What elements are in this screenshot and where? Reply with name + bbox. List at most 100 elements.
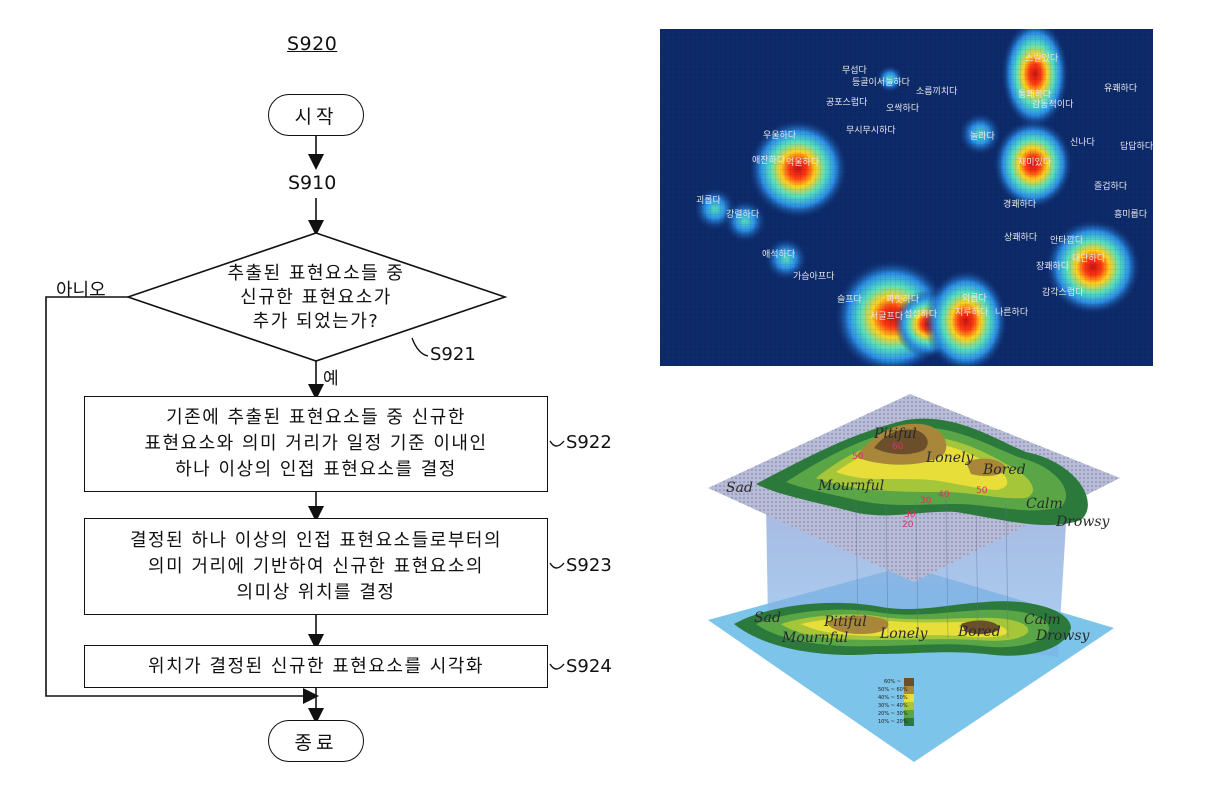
heat-label: 공포스럽다 — [826, 98, 868, 108]
heat-label: 지루하다 — [955, 308, 989, 318]
heat-label: 감각스럽다 — [1042, 288, 1084, 298]
step-s910: S910 — [288, 172, 337, 194]
upper-label: Calm — [1026, 496, 1063, 512]
no-label: 아니오 — [56, 280, 106, 301]
heat-label: 신나다 — [1070, 138, 1095, 148]
process-text-s923: 결정된 하나 이상의 인접 표현요소들로부터의 의미 거리에 기반하여 신규한 … — [129, 529, 503, 603]
contour-number: 20 — [902, 520, 914, 530]
process-box-s922: 기존에 추출된 표현요소들 중 신규한 표현요소와 의미 거리가 일정 기준 이… — [84, 396, 548, 492]
heat-label: 무시무시하다 — [846, 126, 896, 136]
heat-label: 서글프다 — [870, 312, 904, 322]
heat-label: 안타깝다 — [1050, 236, 1084, 246]
heat-label: 답답하다 — [1120, 142, 1153, 152]
start-terminal: 시작 — [268, 94, 364, 136]
lower-label: Drowsy — [1036, 628, 1090, 644]
end-label: 종료 — [294, 731, 338, 754]
heat-label: 강렬하다 — [726, 210, 760, 220]
lower-label: Mournful — [782, 630, 849, 646]
contour-number: 50 — [852, 452, 864, 462]
heat-label: 억울하다 — [786, 158, 820, 168]
heat-label: 짜릿하다 — [886, 295, 920, 305]
heat-label: 소름끼치다 — [916, 87, 958, 97]
leader-s924 — [549, 663, 565, 670]
contour-number: 50 — [976, 486, 988, 496]
step-code-s924: S924 — [566, 656, 612, 677]
legend-swatch — [904, 710, 914, 718]
process-box-s924: 위치가 결정된 신규한 표현요소를 시각화 — [84, 645, 548, 688]
heat-label: 대단하다 — [1072, 254, 1106, 264]
upper-label: Lonely — [926, 450, 974, 466]
heat-label: 장쾌하다 — [1036, 262, 1070, 272]
lower-peak-1 — [826, 615, 889, 634]
lower-label: Sad — [754, 610, 781, 626]
heat-label: 경쾌하다 — [1003, 200, 1037, 210]
start-label: 시작 — [294, 105, 338, 128]
heat-label: 등골이서늘하다 — [852, 78, 910, 88]
process-box-s923: 결정된 하나 이상의 인접 표현요소들로부터의 의미 거리에 기반하여 신규한 … — [84, 518, 548, 615]
emotion-heatmap: 무섭다 통쾌하다 등골이서늘하다 스릴있다 유쾌하다 소름끼치다 감동적이다 공… — [660, 29, 1153, 366]
end-terminal: 종료 — [268, 720, 364, 762]
process-text-s922: 기존에 추출된 표현요소들 중 신규한 표현요소와 의미 거리가 일정 기준 이… — [144, 407, 488, 480]
legend-swatch — [904, 702, 914, 710]
lower-label: Bored — [958, 624, 1001, 640]
heat-label: 상쾌하다 — [1004, 233, 1038, 243]
upper-label: Bored — [983, 462, 1026, 478]
legend-label: 30% ~ 40% — [878, 703, 908, 709]
heat-label: 무섭다 — [842, 66, 867, 76]
legend-label: 40% ~ 50% — [878, 695, 908, 701]
upper-label: Pitiful — [874, 426, 917, 442]
lower-label: Lonely — [880, 626, 928, 642]
heat-label: 스릴있다 — [1025, 54, 1059, 64]
emotion-map-svg — [708, 394, 1120, 762]
upper-label: Sad — [726, 480, 753, 496]
upper-label: Drowsy — [1056, 514, 1110, 530]
heat-label: 애잔하다 — [752, 156, 786, 166]
arrow-no-branch — [45, 296, 319, 704]
heat-label: 슬프다 — [837, 295, 862, 305]
emotion-3d-map: Pitiful Lonely Bored Sad Mournful Calm D… — [706, 392, 1120, 764]
lower-label: Calm — [1024, 612, 1061, 628]
contour-number: 30 — [904, 510, 916, 520]
flowchart-connectors — [45, 135, 565, 724]
decision-code: S921 — [430, 344, 476, 365]
step-code-s922: S922 — [566, 432, 612, 453]
heat-label: 가슴아프다 — [793, 272, 835, 282]
contour-number: 30 — [920, 496, 932, 506]
heat-label: 우울하다 — [763, 131, 797, 141]
upper-label: Mournful — [818, 478, 885, 494]
contour-number: 40 — [938, 490, 950, 500]
contour-number: 60 — [892, 442, 904, 452]
heat-label: 섭섭하다 — [904, 310, 938, 320]
legend-label: 60% ~ — [884, 679, 901, 685]
legend-swatch — [904, 678, 914, 686]
legend-swatch — [904, 718, 914, 726]
legend-label: 20% ~ 30% — [878, 711, 908, 717]
yes-label: 예 — [323, 369, 339, 389]
leader-s923 — [549, 562, 565, 569]
legend-swatch — [904, 694, 914, 702]
lower-label: Pitiful — [824, 614, 867, 630]
flowchart-title: S920 — [287, 33, 338, 55]
heat-label: 통쾌하다 — [1018, 90, 1052, 100]
upper-peak-3 — [966, 458, 1006, 476]
leader-s921 — [411, 337, 429, 357]
legend-swatch — [904, 686, 914, 694]
legend-label: 10% ~ 20% — [878, 719, 908, 725]
heat-label: 흥미롭다 — [1114, 210, 1148, 220]
heat-label: 애석하다 — [762, 250, 796, 260]
legend-label: 50% ~ 60% — [878, 687, 908, 693]
heatmap-grid — [660, 29, 1153, 366]
heat-label: 나른하다 — [995, 308, 1029, 318]
process-text-s924: 위치가 결정된 신규한 표현요소를 시각화 — [148, 655, 484, 677]
step-code-s923: S923 — [566, 555, 612, 576]
decision-text: 추출된 표현요소들 중 신규한 표현요소가 추가 되었는가? — [227, 263, 405, 332]
lower-peak-2 — [961, 620, 1000, 635]
heat-label: 오싹하다 — [886, 104, 920, 114]
heat-label: 놀라다 — [970, 132, 995, 142]
heat-label: 외롭다 — [962, 294, 987, 304]
heat-label: 유쾌하다 — [1104, 84, 1138, 94]
heat-label: 즐겁하다 — [1094, 182, 1128, 192]
leader-s922 — [549, 440, 565, 447]
upper-peak-2 — [874, 429, 928, 455]
heat-label: 감동적이다 — [1032, 100, 1074, 110]
